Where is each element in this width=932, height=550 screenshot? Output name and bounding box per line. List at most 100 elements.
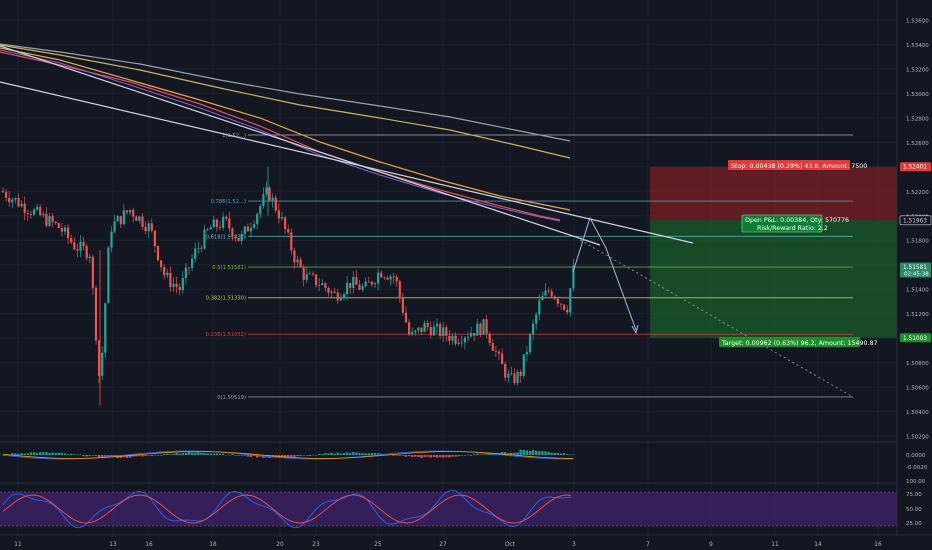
macd-histogram-bar xyxy=(175,453,178,455)
fibonacci-retracement[interactable]: 1(1.52...)0.786(1.52...)0.618(1.51832)0.… xyxy=(206,133,853,401)
stop-label-text: Stop: 0.00438 (0.29%) 43.8, Amount: 7500 xyxy=(731,163,867,170)
candle-body xyxy=(200,247,203,249)
macd-histogram-bar xyxy=(203,452,206,455)
candle-body xyxy=(538,300,541,315)
macd-histogram-bar xyxy=(82,455,85,457)
candle-body xyxy=(138,216,141,221)
macd-histogram-bar xyxy=(361,453,364,455)
macd-histogram-bar xyxy=(451,455,454,457)
candle-body xyxy=(160,260,163,268)
macd-histogram-bar xyxy=(29,452,33,455)
stochastic-k-line xyxy=(2,489,572,529)
candle-body xyxy=(237,238,240,242)
macd-histogram-bar xyxy=(510,452,513,455)
macd-histogram-bar xyxy=(569,454,572,456)
candle-body xyxy=(225,216,228,219)
macd-histogram-bar xyxy=(169,454,172,456)
candle-body xyxy=(389,276,392,280)
candle-body xyxy=(501,353,504,365)
macd-histogram-bar xyxy=(544,451,547,455)
candle-body xyxy=(212,219,215,228)
candle-body xyxy=(361,286,364,290)
macd-histogram-bar xyxy=(296,455,299,457)
macd-histogram-bar xyxy=(85,455,88,457)
macd-histogram-bar xyxy=(531,450,535,455)
macd-histogram-bar xyxy=(448,455,451,458)
candle-body xyxy=(274,197,277,211)
candle-body xyxy=(231,228,234,238)
macd-histogram-bar xyxy=(299,455,302,456)
macd-histogram-bar xyxy=(35,452,39,455)
candle-body xyxy=(144,226,147,232)
candle-body xyxy=(380,272,383,278)
candle-body xyxy=(116,216,119,222)
macd-histogram-bar xyxy=(231,454,234,455)
candle-body xyxy=(488,333,491,343)
macd-histogram-bar xyxy=(20,453,23,455)
candle-body xyxy=(94,288,98,341)
macd-histogram-bar xyxy=(445,455,448,458)
candle-body xyxy=(504,364,507,378)
macd-histogram-bar xyxy=(225,454,228,456)
candle-body xyxy=(448,335,451,341)
macd-histogram-bar xyxy=(442,455,445,458)
macd-histogram-bar xyxy=(94,455,98,456)
fib-level-label: 0.5(1.51581) xyxy=(212,265,246,271)
fib-level-label: 0.786(1.52...) xyxy=(211,199,246,205)
trend-drawings[interactable] xyxy=(0,45,854,398)
macd-histogram-bar xyxy=(144,455,147,457)
candle-body xyxy=(454,335,457,344)
candle-body xyxy=(287,229,290,233)
candlesticks[interactable] xyxy=(1,166,575,406)
macd-histogram-bar xyxy=(73,454,76,455)
target-zone[interactable] xyxy=(650,220,897,338)
macd-histogram-bar xyxy=(11,453,14,455)
macd-histogram-bar xyxy=(234,455,237,456)
candle-body xyxy=(426,322,429,328)
macd-histogram-bar xyxy=(166,453,169,455)
stop-zone[interactable] xyxy=(650,166,897,221)
macd-histogram-bar xyxy=(311,454,315,456)
candle-body xyxy=(408,322,411,335)
macd-histogram-bar xyxy=(473,454,476,455)
open-pl-text: Open P&L: 0.00384, Qty: 570776 xyxy=(745,217,849,224)
candle-body xyxy=(156,246,160,261)
candle-body xyxy=(553,296,556,299)
candle-body xyxy=(218,226,222,228)
macd-histogram-bar xyxy=(528,450,532,455)
stochastic-pane[interactable] xyxy=(0,489,897,529)
macd-histogram-bar xyxy=(243,455,246,456)
macd-histogram-bar xyxy=(70,453,73,455)
candle-body xyxy=(519,371,522,376)
candle-body xyxy=(370,281,373,285)
candle-body xyxy=(23,203,26,214)
macd-histogram-bar xyxy=(215,453,219,455)
macd-histogram-bar xyxy=(426,455,429,457)
price-label: 1.53400 xyxy=(906,43,929,49)
candle-body xyxy=(17,198,20,207)
macd-histogram-bar xyxy=(460,455,463,456)
candle-body xyxy=(432,326,435,336)
macd-histogram-bar xyxy=(178,453,181,455)
countdown-text: 02:45:38 xyxy=(904,272,929,278)
candle-body xyxy=(135,216,138,221)
macd-pane[interactable] xyxy=(1,449,575,460)
macd-histogram-bar xyxy=(218,453,222,455)
macd-histogram-bar xyxy=(138,455,141,457)
price-tag xyxy=(900,162,931,172)
macd-histogram-bar xyxy=(66,454,70,455)
price-label: 1.53200 xyxy=(906,67,929,73)
time-label: 11 xyxy=(14,542,22,548)
candle-body xyxy=(392,276,395,278)
candle-body xyxy=(404,312,408,323)
macd-histogram-bar xyxy=(206,453,209,455)
candle-body xyxy=(60,227,63,232)
time-label: 16 xyxy=(874,542,882,548)
macd-axis-label: -0.0020 xyxy=(906,465,928,471)
candle-body xyxy=(479,323,482,335)
macd-histogram-bar xyxy=(57,452,60,455)
time-axis[interactable]: 11 13 16 18 20 23 25 27 Oct 3 7 9 11 14 16 xyxy=(14,542,882,548)
candle-body xyxy=(42,213,45,216)
stochastic-axis-label: 75.00 xyxy=(906,492,922,498)
